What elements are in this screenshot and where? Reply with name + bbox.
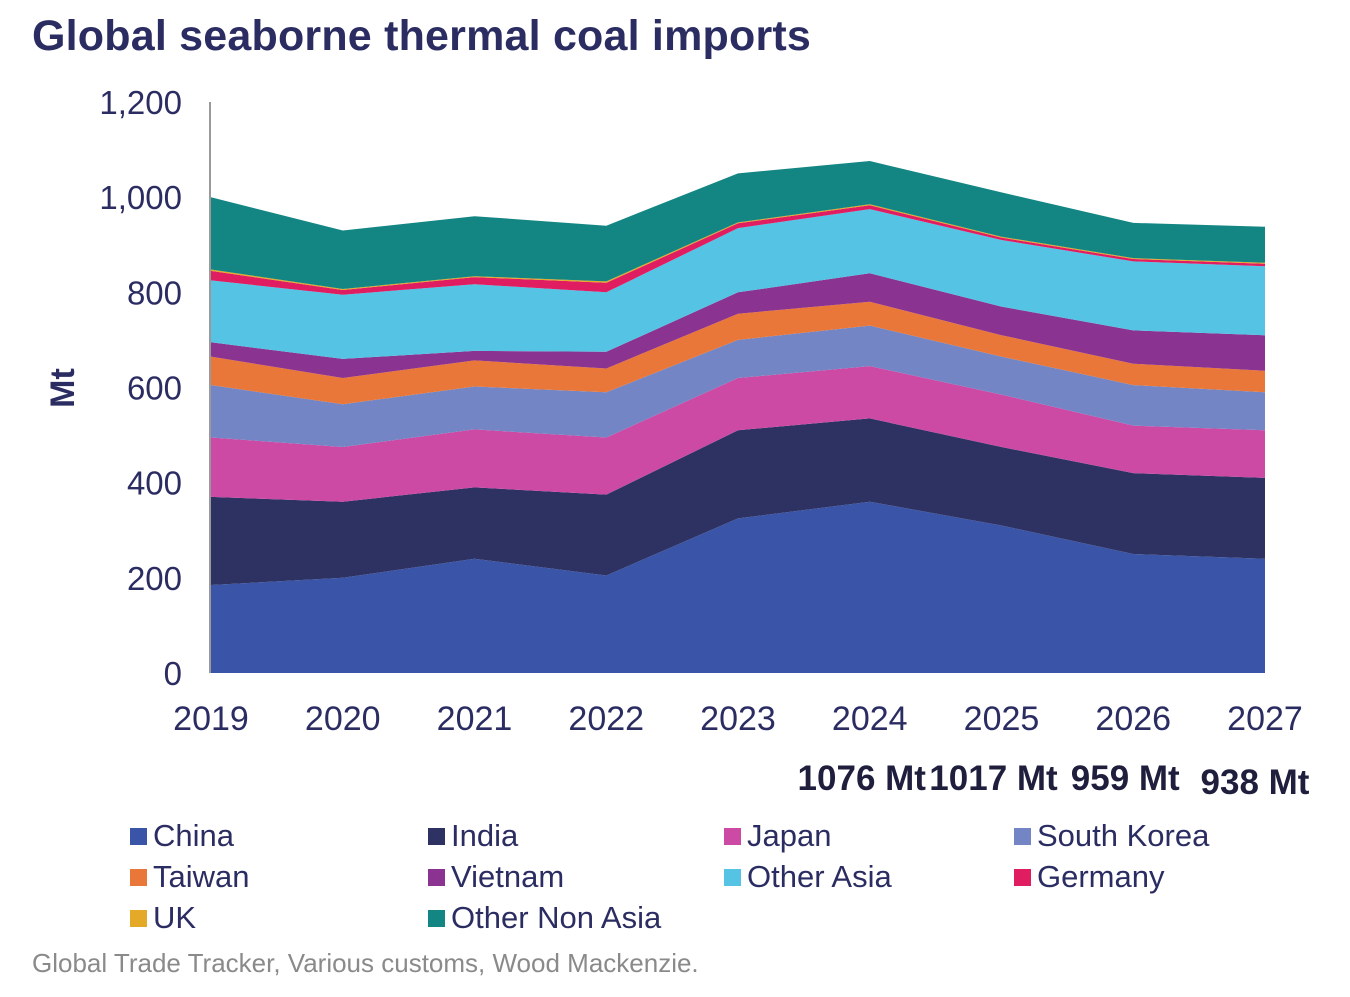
area-series-taiwan (211, 301, 1265, 405)
x-tick-label: 2026 (1095, 700, 1171, 738)
legend-swatch (130, 868, 147, 886)
legend-label: Vietnam (451, 859, 565, 894)
total-label: 938 Mt (1201, 763, 1310, 802)
legend-item-uk: UK (130, 900, 196, 936)
area-series-china (211, 501, 1265, 673)
legend-swatch (1014, 868, 1031, 886)
x-tick-label: 2027 (1227, 700, 1303, 738)
area-series-other-non-asia (211, 161, 1265, 289)
x-tick-label: 2023 (700, 700, 776, 738)
y-tick-label: 800 (127, 274, 182, 311)
legend-swatch (724, 868, 741, 886)
legend-swatch (130, 827, 147, 845)
legend-item-other-non-asia: Other Non Asia (428, 900, 661, 936)
legend-swatch (1014, 827, 1031, 845)
y-tick-label: 200 (127, 560, 182, 597)
chart-areas (211, 161, 1265, 673)
y-axis-label: Mt (44, 368, 82, 408)
x-tick-label: 2021 (437, 700, 513, 738)
area-series-south-korea (211, 325, 1265, 447)
legend-swatch (428, 868, 445, 886)
legend-item-other-asia: Other Asia (724, 859, 892, 895)
y-axis-ticks: 0 200 400 600 800 1,000 1,200 (99, 84, 182, 692)
legend-item-india: India (428, 818, 518, 854)
area-series-japan (211, 366, 1265, 502)
total-annotations: 1076 Mt 1017 Mt 959 Mt 938 Mt (798, 759, 1310, 802)
legend-label: India (451, 818, 519, 853)
legend-label: Germany (1037, 859, 1165, 894)
legend-label: UK (153, 900, 197, 935)
legend-label: Taiwan (153, 859, 250, 894)
x-tick-label: 2025 (964, 700, 1040, 738)
legend-item-japan: Japan (724, 818, 831, 854)
area-series-vietnam (211, 273, 1265, 378)
legend-item-germany: Germany (1014, 859, 1164, 895)
y-tick-label: 0 (164, 655, 182, 692)
x-tick-label: 2022 (568, 700, 644, 738)
y-tick-label: 1,200 (99, 84, 182, 121)
area-series-other-asia (211, 209, 1265, 359)
y-tick-label: 400 (127, 465, 182, 502)
source-note: Global Trade Tracker, Various customs, W… (32, 948, 699, 978)
legend-item-south-korea: South Korea (1014, 818, 1209, 854)
chart-title: Global seaborne thermal coal imports (32, 12, 812, 60)
area-series-india (211, 418, 1265, 585)
x-axis-ticks: 2019 2020 2021 2022 2023 2024 2025 2026 2027 (173, 700, 1303, 738)
legend-item-taiwan: Taiwan (130, 859, 250, 895)
legend-swatch (724, 827, 741, 845)
y-tick-label: 600 (127, 370, 182, 407)
legend-item-china: China (130, 818, 234, 854)
legend-label: South Korea (1037, 818, 1210, 853)
x-tick-label: 2024 (832, 700, 908, 738)
legend-item-vietnam: Vietnam (428, 859, 564, 895)
legend-label: China (153, 818, 234, 853)
x-tick-label: 2019 (173, 700, 249, 738)
legend-swatch (428, 909, 445, 927)
legend-label: Other Asia (747, 859, 892, 894)
y-tick-label: 1,000 (99, 179, 182, 216)
x-tick-label: 2020 (305, 700, 381, 738)
legend-swatch (428, 827, 445, 845)
total-label: 959 Mt (1071, 759, 1180, 798)
stacked-area-chart: 0 200 400 600 800 1,000 1,200 2019 2020 2021 2022… (44, 84, 1310, 802)
total-label: 1076 Mt (798, 759, 927, 798)
total-label: 1017 Mt (929, 759, 1058, 798)
legend-label: Other Non Asia (451, 900, 662, 935)
legend-label: Japan (747, 818, 832, 853)
legend-swatch (130, 909, 147, 927)
